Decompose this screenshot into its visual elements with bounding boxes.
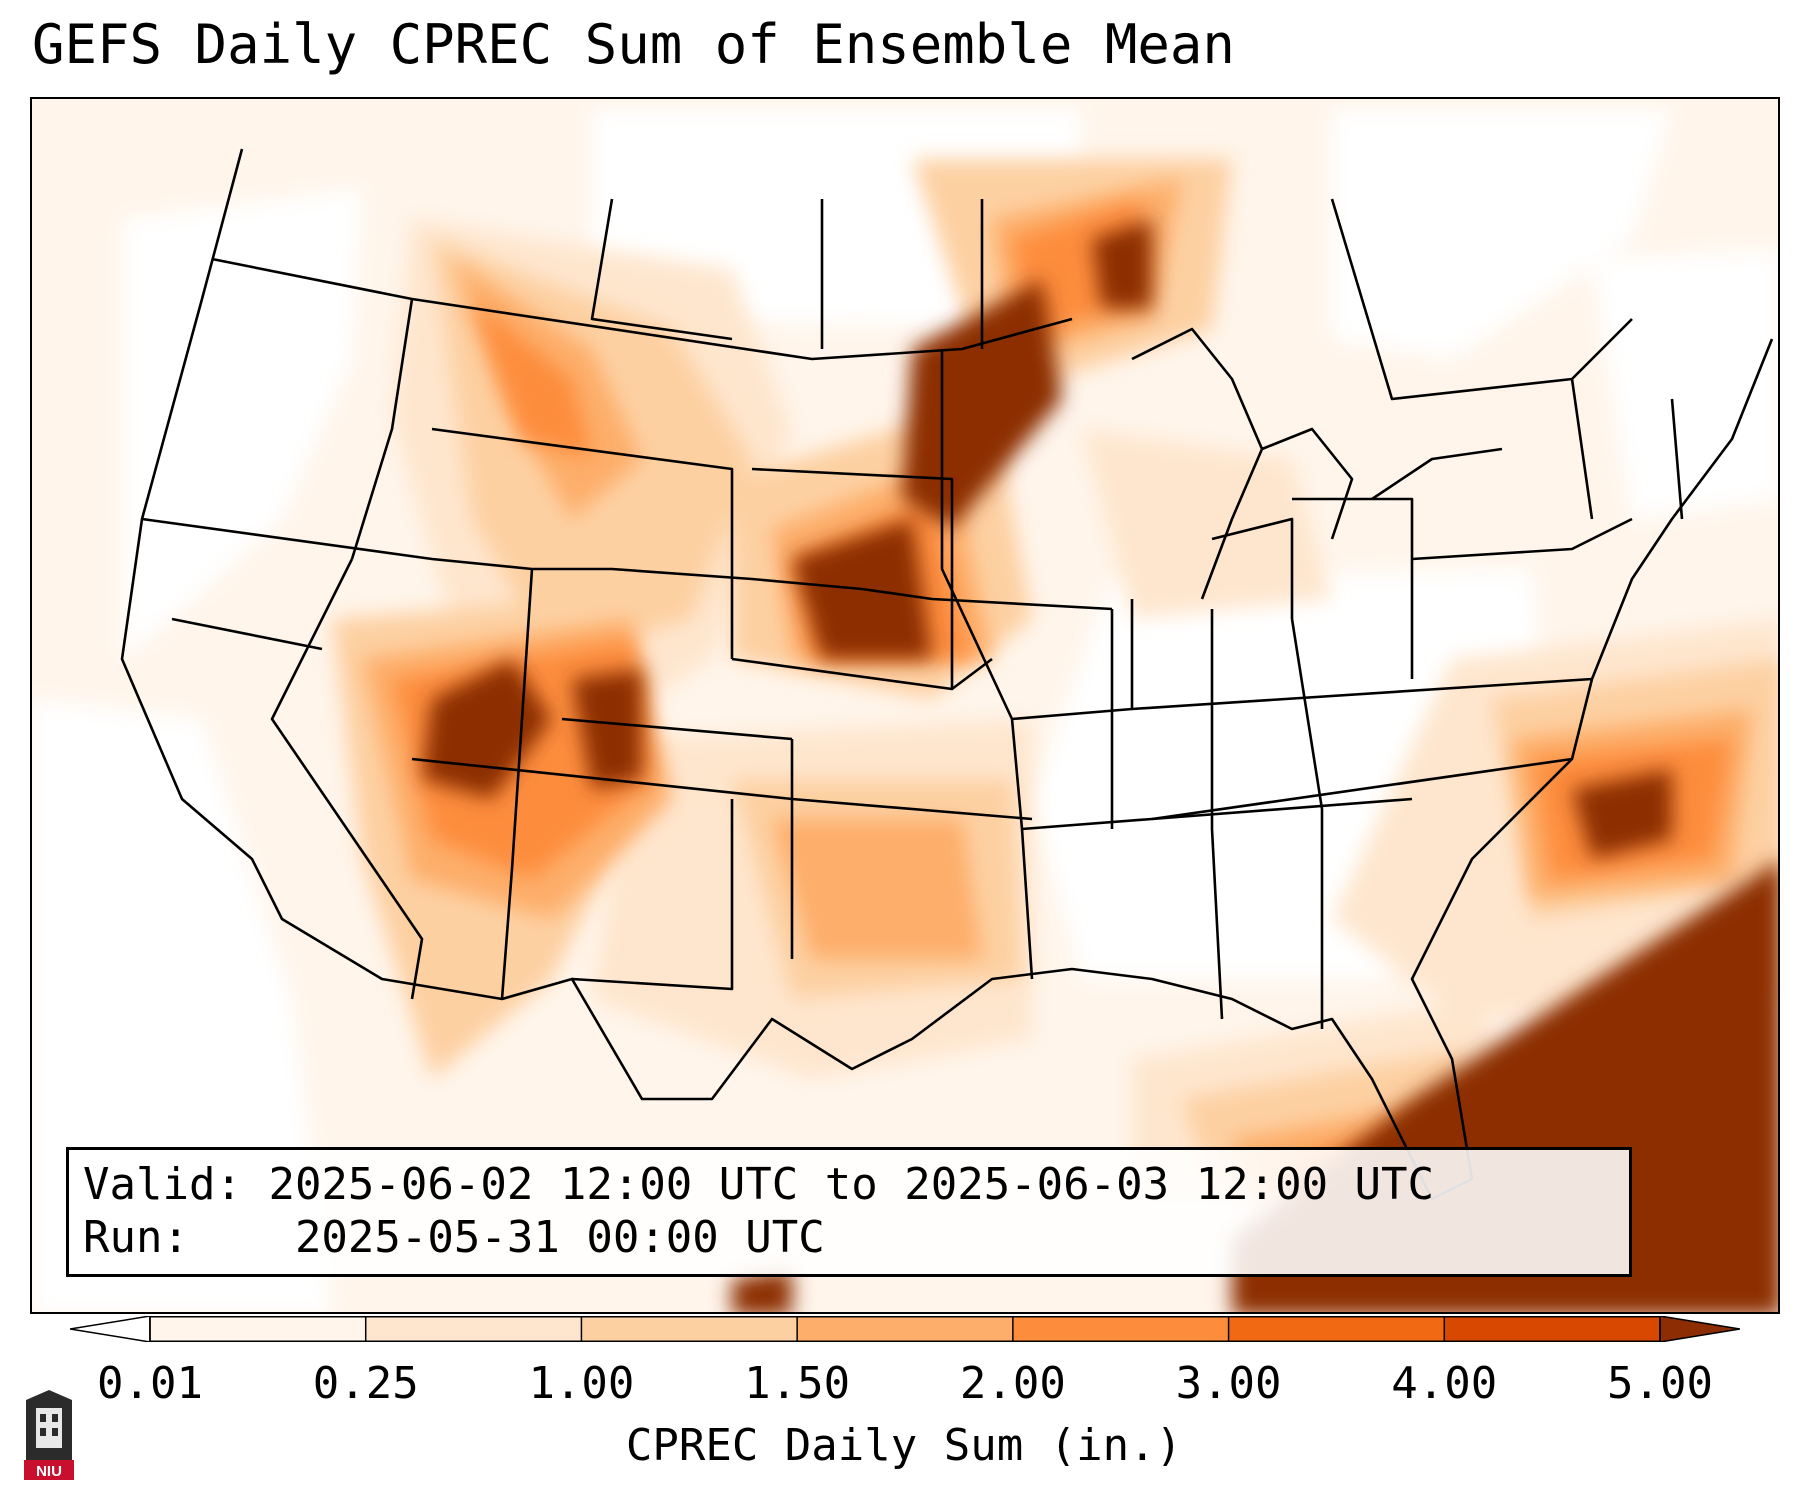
colorbar-segment — [150, 1316, 367, 1342]
colorbar — [70, 1316, 1740, 1342]
valid-value: 2025-06-02 12:00 UTC to 2025-06-03 12:00… — [268, 1159, 1435, 1210]
svg-text:NIU: NIU — [36, 1463, 62, 1480]
niu-logo-icon: NIU — [24, 1390, 74, 1480]
colorbar-tick-label: 0.01 — [97, 1358, 203, 1409]
colorbar-segment — [365, 1316, 582, 1342]
colorbar-under-arrow — [70, 1316, 151, 1342]
colorbar-over-arrow — [1659, 1316, 1740, 1342]
colorbar-tick-label: 3.00 — [1175, 1358, 1282, 1409]
colorbar-segment — [1444, 1316, 1661, 1342]
colorbar-tick-label: 5.00 — [1607, 1358, 1713, 1409]
colorbar-segment — [581, 1316, 798, 1342]
colorbar-tick-label: 2.00 — [959, 1358, 1066, 1409]
colorbar-segment — [1228, 1316, 1445, 1342]
valid-label: Valid: — [83, 1159, 242, 1210]
colorbar-tick-label: 1.00 — [528, 1358, 635, 1409]
run-value: 2025-05-31 00:00 UTC — [294, 1212, 825, 1263]
map-title: GEFS Daily CPREC Sum of Ensemble Mean — [32, 13, 1235, 76]
colorbar-tick-label: 1.50 — [744, 1358, 851, 1409]
run-label: Run: — [83, 1212, 189, 1263]
colorbar-segment — [1012, 1316, 1230, 1342]
colorbar-segment — [797, 1316, 1014, 1342]
precipitation-map — [30, 97, 1780, 1314]
run-info-box: Valid: 2025-06-02 12:00 UTC to 2025-06-0… — [66, 1147, 1632, 1277]
us-states-map-icon — [32, 99, 1778, 1312]
colorbar-label: CPREC Daily Sum (in.) — [625, 1420, 1183, 1471]
colorbar-tick-label: 4.00 — [1391, 1358, 1498, 1409]
colorbar-tick-label: 0.25 — [312, 1358, 419, 1409]
